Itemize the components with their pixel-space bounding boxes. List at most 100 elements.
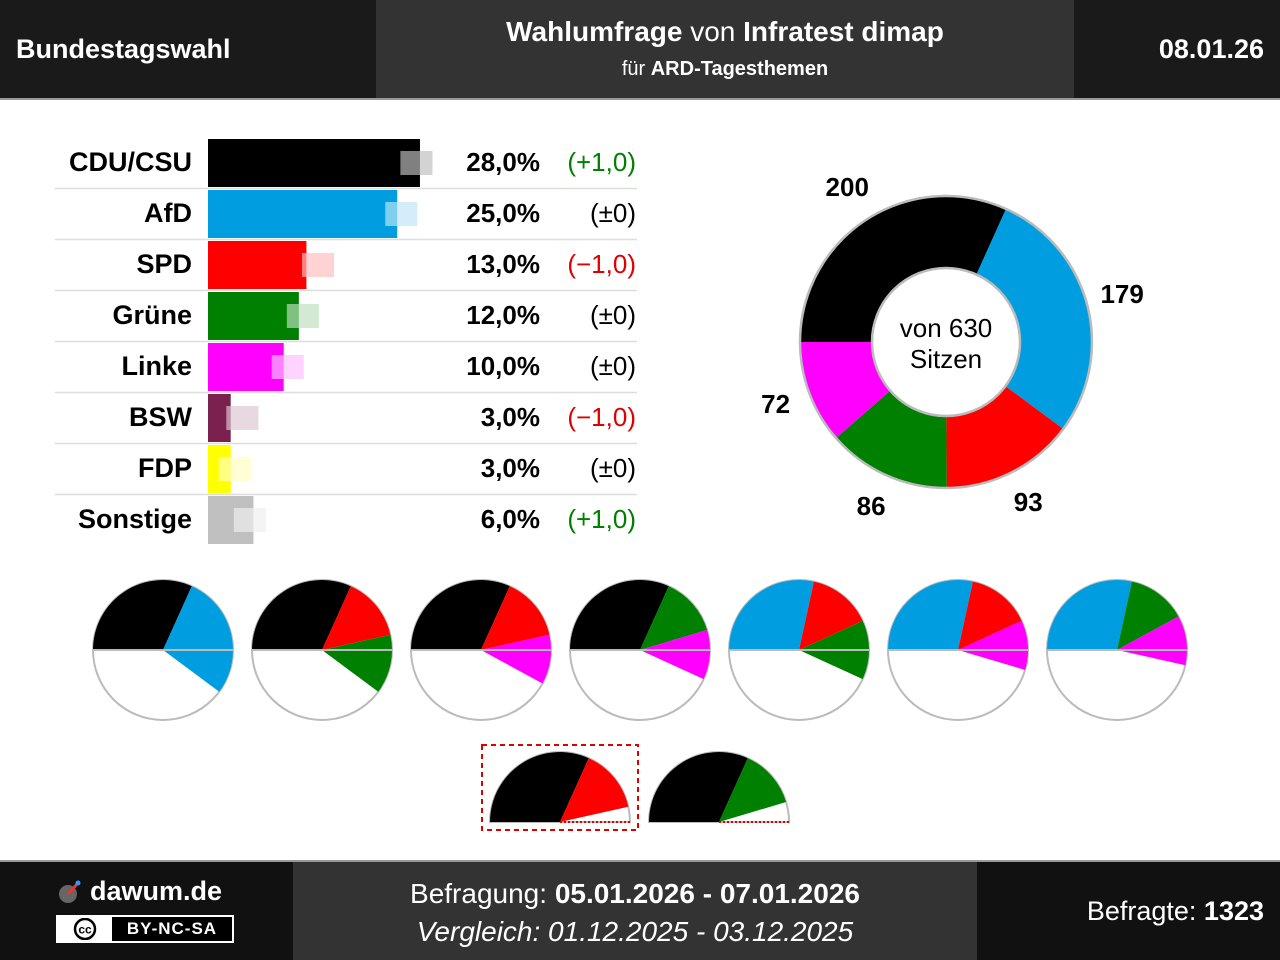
coalition-segment (322, 586, 391, 650)
coalition-segment (490, 752, 589, 822)
coalition-segment (799, 581, 863, 650)
coalition-segment (649, 752, 748, 822)
change-label: (−1,0) (567, 402, 636, 432)
change-label: (±0) (590, 300, 636, 330)
seat-label: 72 (761, 389, 790, 419)
value-label: 13,0% (466, 249, 540, 279)
highlight-box (481, 744, 639, 831)
previous-marker-light (385, 202, 418, 226)
footer-center: Befragung: 05.01.2026 - 07.01.2026 Vergl… (293, 862, 977, 960)
coalition-segment (560, 758, 629, 822)
value-label: 3,0% (481, 453, 540, 483)
coalition-segment (1117, 616, 1187, 666)
respondents-count: 1323 (1203, 896, 1264, 926)
coalition-segment (163, 586, 233, 692)
change-label: (±0) (590, 351, 636, 381)
seat-label: 179 (1100, 279, 1143, 309)
value-label: 6,0% (481, 504, 540, 534)
title-part: Wahlumfrage (506, 16, 683, 47)
bar (208, 394, 231, 442)
seat-segment (836, 390, 947, 489)
value-label: 25,0% (466, 198, 540, 228)
bar (208, 292, 299, 340)
party-label: Sonstige (78, 504, 192, 534)
party-label: BSW (129, 402, 193, 432)
party-label: AfD (144, 198, 192, 228)
coalition-segment (481, 634, 551, 684)
seat-label: 200 (826, 172, 869, 202)
subtitle: für ARD-Tagesthemen (376, 58, 1074, 81)
bar (208, 190, 398, 238)
change-label: (+1,0) (567, 504, 636, 534)
seat-segment (946, 386, 1064, 488)
coalition-segment (93, 580, 192, 650)
survey-dates: 05.01.2026 - 07.01.2026 (554, 878, 860, 909)
subtitle-part: für (621, 58, 646, 80)
seat-segment (800, 196, 1007, 342)
donut-center (870, 266, 1022, 418)
coalition-segment (1047, 580, 1132, 650)
coalition-segment (729, 580, 814, 650)
election-name: Bundestagswahl (16, 34, 231, 64)
survey-label: Befragung: (410, 878, 548, 909)
party-label: Linke (121, 351, 192, 381)
survey-period: Befragung: 05.01.2026 - 07.01.2026 (293, 878, 977, 910)
svg-text:cc: cc (78, 923, 92, 937)
license: BY-NC-SA (112, 917, 232, 941)
seat-label: 93 (1014, 487, 1043, 517)
coalition-segment (958, 581, 1022, 650)
previous-marker-light (400, 151, 433, 175)
header-center: Wahlumfrage von Infratest dimap für ARD-… (376, 0, 1074, 98)
change-label: (−1,0) (567, 249, 636, 279)
party-label: FDP (138, 453, 192, 483)
date: 08.01.26 (1158, 34, 1264, 64)
coalition-segment (958, 620, 1029, 670)
seat-segment (800, 342, 891, 439)
bar (208, 139, 420, 187)
respondents-label: Befragte: (1086, 896, 1197, 926)
value-label: 10,0% (466, 351, 540, 381)
coalition-segment (481, 586, 550, 650)
header: Bundestagswahl Wahlumfrage von Infratest… (0, 0, 1280, 100)
previous-marker-light (286, 304, 319, 328)
value-label: 12,0% (466, 300, 540, 330)
footer: dawum.de cc BY-NC-SA Befragung: 05.01.20… (0, 860, 1280, 960)
change-label: (±0) (590, 453, 636, 483)
respondents: Befragte: 1323 (977, 862, 1280, 960)
title-part: Infratest dimap (743, 16, 944, 47)
center-label: Sitzen (910, 344, 982, 374)
seat-label: 86 (857, 491, 886, 521)
donut-outline (798, 194, 1094, 490)
coalition-segment (1117, 581, 1179, 650)
seat-segment (976, 208, 1092, 429)
previous-marker-light (233, 508, 266, 532)
coalition-segment (252, 580, 351, 650)
subtitle-part: ARD-Tagesthemen (650, 58, 829, 80)
change-label: (±0) (590, 198, 636, 228)
party-label: CDU/CSU (69, 147, 192, 177)
party-label: SPD (136, 249, 192, 279)
footer-left: dawum.de cc BY-NC-SA (0, 862, 293, 960)
value-label: 28,0% (466, 147, 540, 177)
license-badge: cc BY-NC-SA (56, 915, 234, 943)
previous-marker-light (226, 406, 259, 430)
title: Wahlumfrage von Infratest dimap (376, 16, 1074, 48)
bar (208, 343, 284, 391)
title-part: von (690, 16, 736, 47)
coalition-segment (322, 634, 392, 692)
charts: CDU/CSU 28,0% (+1,0) AfD 25,0% (±0) SPD 13,0% (−… (55, 139, 1188, 831)
coalition-segment (888, 580, 973, 650)
coalition-segment (640, 630, 710, 680)
coalition-segment (640, 586, 708, 650)
coalition-segment (570, 580, 669, 650)
coalition-segment (719, 758, 787, 822)
previous-marker-light (271, 355, 304, 379)
site-name: dawum.de (90, 876, 223, 906)
previous-marker-light (301, 253, 334, 277)
bar (208, 241, 307, 289)
party-label: Grüne (112, 300, 192, 330)
comparison-period: Vergleich: 01.12.2025 - 03.12.2025 (416, 916, 854, 947)
change-label: (+1,0) (567, 147, 636, 177)
site: dawum.de (56, 876, 293, 907)
